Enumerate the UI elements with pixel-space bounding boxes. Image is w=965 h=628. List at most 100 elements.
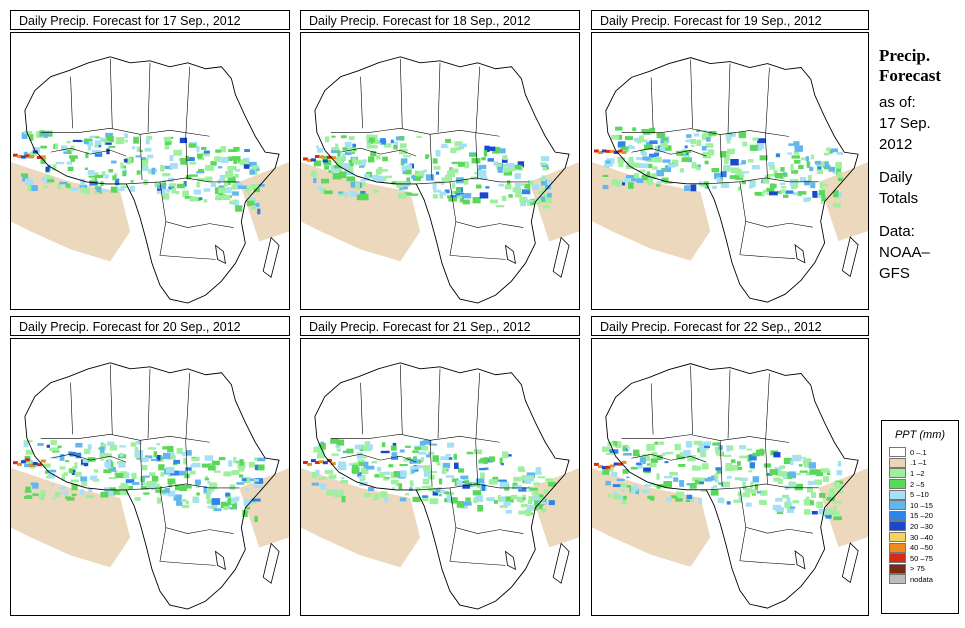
precip-cell xyxy=(717,497,724,503)
precip-cell xyxy=(602,174,609,178)
precip-cell xyxy=(716,177,721,183)
precip-cell xyxy=(124,133,129,139)
type-totals: Totals xyxy=(879,190,919,207)
precip-cell xyxy=(432,194,438,199)
precip-cell xyxy=(364,173,370,181)
precip-cell xyxy=(794,145,803,152)
precip-cell xyxy=(196,171,205,174)
precip-cell xyxy=(547,192,552,198)
precip-cell xyxy=(228,460,233,467)
precip-cell xyxy=(100,446,105,454)
precip-cell xyxy=(696,129,700,133)
precip-cell xyxy=(665,451,674,455)
precip-cell xyxy=(173,459,181,464)
precip-cell xyxy=(641,176,649,181)
precip-cell xyxy=(518,487,527,492)
precip-cell xyxy=(615,126,623,131)
precip-cell xyxy=(826,147,831,152)
precip-cell xyxy=(425,174,435,181)
precip-cell xyxy=(547,481,556,487)
precip-cell xyxy=(463,178,469,185)
heavy-precip-cell xyxy=(32,462,38,465)
precip-cell xyxy=(739,455,748,459)
precip-cell xyxy=(179,137,188,144)
precip-cell xyxy=(173,149,182,156)
precip-cell xyxy=(698,497,703,505)
precip-map xyxy=(10,338,290,616)
precip-cell xyxy=(87,444,92,450)
precip-cell xyxy=(71,483,78,491)
precip-cell xyxy=(321,187,326,195)
precip-cell xyxy=(798,456,806,459)
precip-cell xyxy=(463,193,472,199)
legend-item: 1 –2 xyxy=(882,468,958,479)
precip-cell xyxy=(369,144,378,149)
precip-cell xyxy=(338,463,347,471)
precip-cell xyxy=(690,144,695,147)
precip-cell xyxy=(714,446,721,453)
precip-cell xyxy=(785,190,794,194)
precip-cell xyxy=(205,475,208,479)
precip-cell xyxy=(402,155,412,158)
precip-cell xyxy=(173,494,182,501)
heavy-precip-cell xyxy=(318,155,324,159)
precip-cell xyxy=(780,185,787,189)
heavy-precip-cell xyxy=(16,462,22,466)
precip-cell xyxy=(502,155,508,160)
precip-cell xyxy=(762,189,767,193)
country-border xyxy=(40,128,210,137)
precip-cell xyxy=(331,146,340,151)
precip-cell xyxy=(390,139,394,144)
precip-cell xyxy=(112,175,117,181)
precip-cell xyxy=(541,164,549,168)
precip-cell xyxy=(257,208,261,215)
precip-cell xyxy=(701,463,709,470)
precip-cell xyxy=(832,171,838,174)
precip-cell xyxy=(162,492,168,496)
country-border xyxy=(399,58,403,129)
legend-swatch xyxy=(889,500,906,511)
lake-outline xyxy=(214,550,226,571)
precip-cell xyxy=(457,468,465,473)
precip-cell xyxy=(399,136,405,141)
precip-cell xyxy=(626,476,630,479)
heavy-precip-cell xyxy=(12,461,18,465)
precip-cell xyxy=(23,131,33,135)
precip-cell xyxy=(59,466,66,470)
precip-cell xyxy=(814,194,822,198)
precip-cell xyxy=(775,507,782,513)
precip-cell xyxy=(473,482,481,487)
africa-map-svg xyxy=(592,57,868,303)
precip-cell xyxy=(57,445,62,449)
heavy-precip-cell xyxy=(314,155,320,158)
precip-cell xyxy=(395,136,402,141)
precip-cell xyxy=(185,155,190,160)
precip-cell xyxy=(760,490,768,496)
precip-cell xyxy=(105,132,113,140)
precip-cell xyxy=(167,177,175,183)
precip-cell xyxy=(434,489,440,493)
precip-cell xyxy=(94,144,99,148)
precip-cell xyxy=(71,469,76,475)
precip-cell xyxy=(516,496,523,503)
sidebar-info: Precip. Forecast as of: 17 Sep. 2012 Dai… xyxy=(879,46,965,284)
precip-cell xyxy=(359,193,369,201)
precip-cell xyxy=(391,479,398,485)
precip-cell xyxy=(733,499,743,503)
madagascar-outline xyxy=(552,542,570,584)
precip-cell xyxy=(380,491,388,498)
precip-cell xyxy=(799,470,808,473)
precip-cell xyxy=(363,461,369,469)
precip-cell xyxy=(696,139,702,146)
precip-cell xyxy=(736,461,741,466)
precip-cell xyxy=(146,154,154,159)
precip-cell xyxy=(344,152,352,156)
precip-cell xyxy=(797,191,807,195)
country-border xyxy=(126,483,240,491)
precip-cell xyxy=(204,477,210,481)
precip-cell xyxy=(227,498,233,505)
heavy-precip-cell xyxy=(593,149,599,153)
precip-cell xyxy=(158,464,165,471)
precip-cell xyxy=(205,176,213,182)
precip-cell xyxy=(798,164,804,170)
